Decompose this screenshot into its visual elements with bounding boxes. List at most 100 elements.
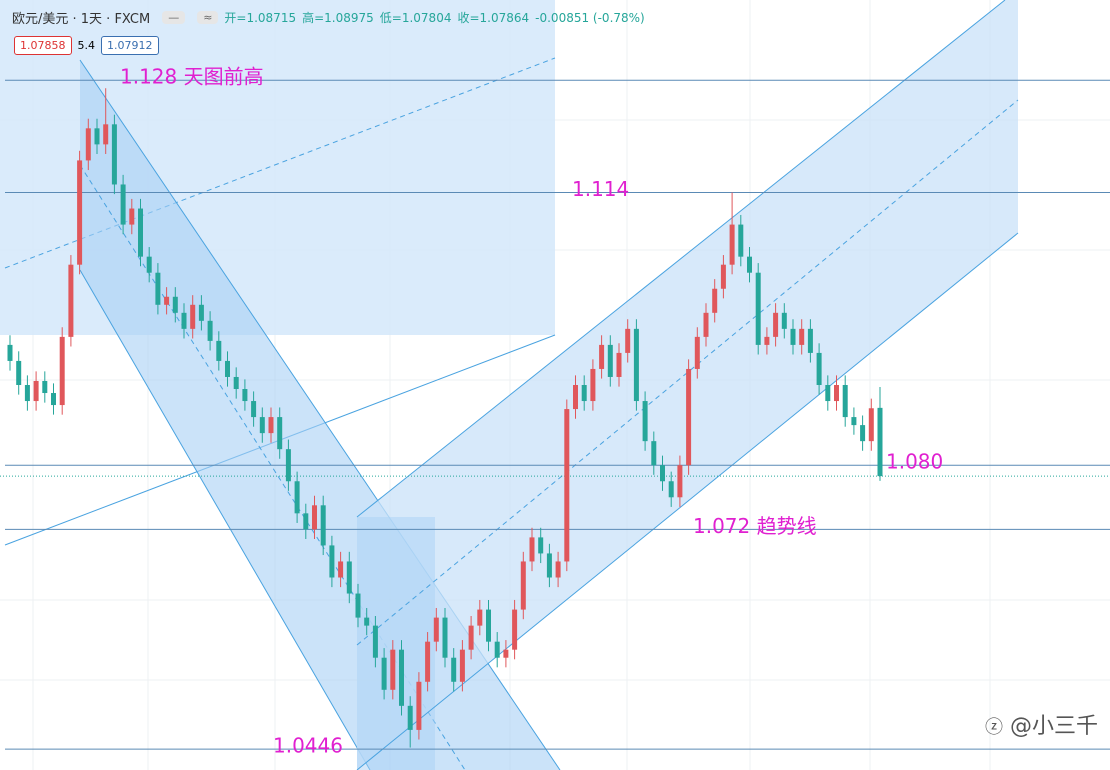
candle-body [468, 625, 474, 650]
candle-body [329, 545, 335, 578]
candle-body [494, 641, 500, 658]
candle-body [85, 128, 91, 161]
bid[interactable]: 1.07858 [14, 36, 72, 55]
candle-body [538, 537, 544, 554]
candle-body [120, 184, 126, 225]
candle-body [694, 336, 700, 369]
candle-body [764, 336, 770, 345]
candle-body [512, 609, 518, 650]
candle-body [651, 441, 657, 466]
candle-body [390, 649, 396, 690]
candle-body [242, 389, 248, 402]
candle-body [294, 481, 300, 514]
candle-body [520, 561, 526, 610]
candle-body [251, 401, 257, 418]
candle-body [851, 417, 857, 426]
candle-body [720, 264, 726, 289]
ask[interactable]: 1.07912 [101, 36, 159, 55]
spread: 5.4 [77, 39, 96, 52]
candle-body [807, 328, 813, 353]
candle-body [712, 288, 718, 313]
candle-body [207, 320, 213, 341]
candle-body [581, 385, 587, 402]
candle-body [338, 561, 344, 578]
candle-body [842, 385, 848, 418]
candle-body [442, 617, 448, 658]
candle-body [633, 328, 639, 402]
price-boxes: 1.07858 5.4 1.07912 [14, 36, 159, 55]
candle-body [24, 385, 30, 402]
open: 开=1.08715 [224, 11, 297, 25]
candle-body [164, 296, 170, 305]
candle-body [94, 128, 100, 145]
candle-body [59, 336, 65, 406]
candle-body [198, 304, 204, 321]
candle-body [129, 208, 135, 225]
watermark: ⓩ @小三千 [984, 714, 1098, 739]
candle-body [834, 385, 839, 402]
level-label: 1.072 趋势线 [693, 514, 817, 538]
candle-body [42, 380, 48, 394]
candle-body [573, 385, 578, 410]
candle-body [216, 340, 222, 361]
candle-body [546, 553, 552, 578]
drawings [0, 0, 1019, 770]
candle-body [68, 264, 74, 337]
candle-body [781, 312, 787, 329]
candle-body [590, 368, 596, 402]
candle-body [320, 505, 326, 546]
candle-body [555, 561, 561, 578]
level-label: 1.128 天图前高 [120, 65, 264, 89]
candle-body [51, 393, 56, 406]
candle-body [346, 561, 352, 594]
candle-body [686, 368, 692, 466]
symbol: 欧元/美元 · 1天 · FXCM [12, 12, 151, 27]
toggle[interactable]: ≈ [197, 11, 219, 24]
toggle[interactable]: — [162, 11, 186, 24]
watermark-text: @小三千 [1009, 714, 1098, 739]
candle-body [33, 380, 39, 402]
candle-body [181, 312, 187, 329]
candle-body [747, 256, 752, 273]
candle-body [599, 344, 605, 369]
candle-body [773, 312, 779, 337]
candle-body [755, 272, 761, 345]
candle-body [668, 481, 674, 498]
candle-body [477, 609, 483, 626]
candle-body [660, 465, 665, 482]
candle-body [868, 408, 874, 442]
candle-body [190, 304, 196, 329]
candle-body [268, 417, 274, 434]
high: 高=1.08975 [302, 11, 374, 25]
candle-body [529, 537, 535, 562]
change: -0.00851 (-0.78%) [535, 10, 645, 25]
candle-body [790, 328, 796, 345]
level-label: 1.0446 [273, 734, 343, 758]
candle-body [77, 160, 83, 265]
low: 低=1.07804 [379, 11, 452, 25]
candle-body [677, 465, 683, 498]
candle-body [259, 417, 265, 434]
candle-body [486, 609, 491, 642]
candle-body [233, 376, 239, 390]
candle-body [825, 385, 831, 402]
candle-body [7, 344, 13, 361]
level-label: 1.114 [572, 177, 629, 201]
candle-body [425, 641, 431, 682]
close: 收=1.07864 [457, 11, 530, 25]
legend: 欧元/美元 · 1天 · FXCM — ≈ 开=1.08715 高=1.08975… [12, 8, 645, 28]
candle-body [607, 344, 613, 377]
candle-body [407, 705, 413, 730]
candle-body [111, 124, 117, 185]
candle-body [503, 649, 509, 658]
candle-body [16, 360, 22, 385]
candle-body [433, 617, 439, 642]
candle-body [372, 625, 378, 658]
candle-body [729, 224, 735, 265]
candle-body [312, 505, 317, 530]
candle-body [416, 681, 422, 730]
candle-body [355, 593, 361, 618]
candle-body [642, 401, 648, 442]
candle-body [155, 272, 161, 305]
